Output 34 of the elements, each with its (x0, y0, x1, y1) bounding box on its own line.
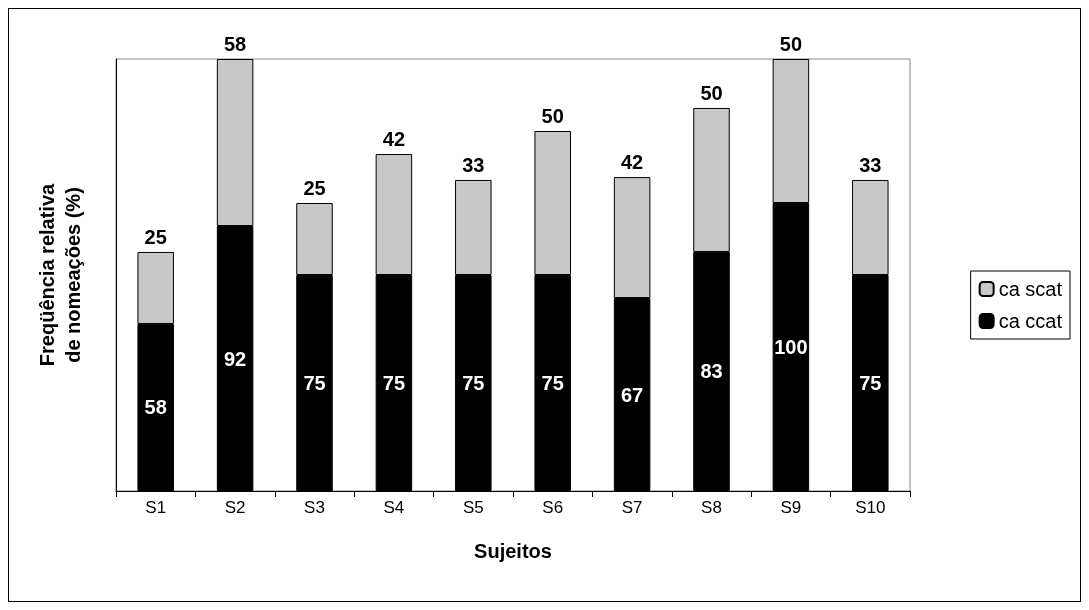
legend-label: ca scat (998, 278, 1063, 300)
data-label: 92 (223, 347, 247, 370)
data-label: 67 (620, 383, 644, 406)
x-tick-label: S7 (621, 498, 643, 517)
x-axis-title: Sujeitos (474, 540, 552, 562)
data-label: 83 (700, 360, 723, 383)
data-label: 75 (382, 372, 406, 394)
data-label: 50 (779, 33, 803, 55)
data-label: 75 (859, 372, 882, 394)
x-tick-label: S4 (383, 498, 405, 517)
data-label: 100 (774, 336, 808, 358)
x-tick-label: S5 (462, 498, 484, 517)
data-label: 75 (303, 372, 326, 394)
x-tick-label: S10 (855, 498, 886, 517)
x-tick-label: S2 (224, 498, 246, 517)
data-label: 25 (303, 177, 326, 199)
data-label: 58 (223, 33, 247, 55)
data-label: 75 (462, 372, 485, 394)
x-tick-label: S3 (304, 498, 325, 517)
data-label: 42 (382, 128, 406, 151)
data-label: 58 (144, 396, 167, 419)
x-tick-label: S1 (145, 498, 167, 517)
data-label: 50 (700, 81, 723, 104)
data-label: 33 (859, 153, 882, 176)
data-label: 25 (144, 225, 167, 248)
x-tick-label: S9 (780, 498, 802, 517)
data-label: 50 (541, 105, 564, 127)
x-tick-label: S6 (542, 498, 564, 517)
x-tick-label: S8 (701, 498, 722, 517)
data-label: 42 (620, 151, 644, 174)
y-axis-title: Freqüência relativa de nomeações (%) (36, 182, 84, 367)
data-label: 33 (462, 153, 485, 176)
legend-label: ca ccat (998, 310, 1063, 332)
data-label: 75 (541, 372, 564, 394)
